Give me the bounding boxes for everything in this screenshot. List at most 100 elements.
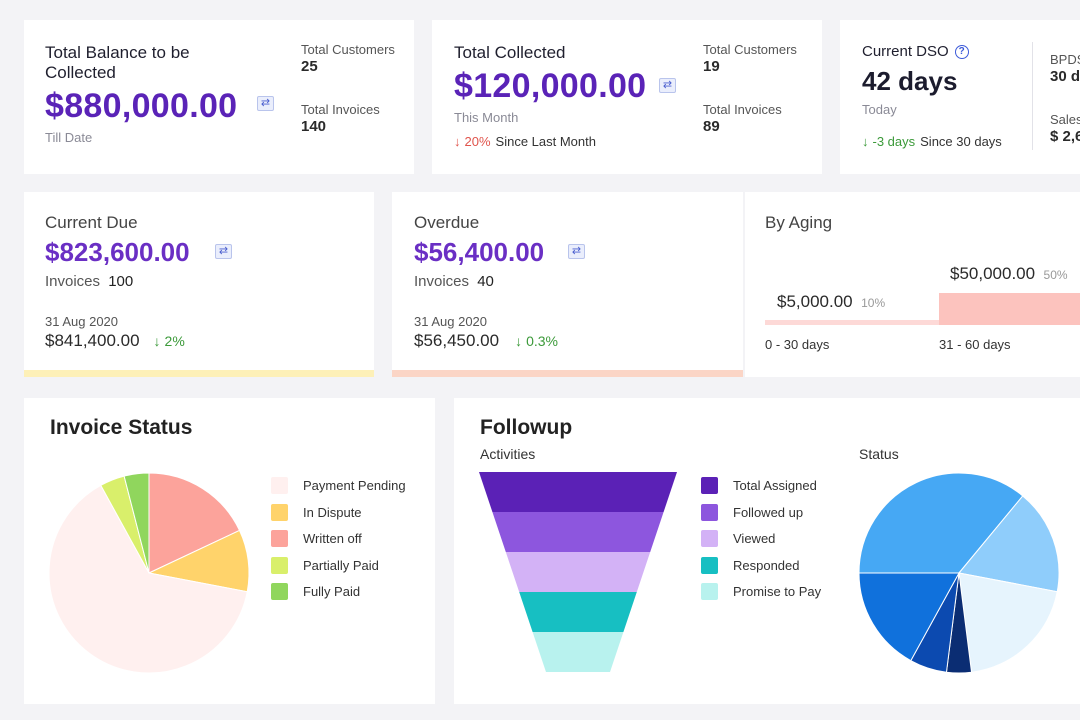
legend-label: Responded [733,557,800,573]
invoice-legend-item[interactable]: Written off [271,530,362,547]
aging-bar-0-30[interactable] [765,320,939,325]
dso-title-row: Current DSO ? [862,42,969,62]
overdue-invoices-row: Invoices 40 [414,273,494,290]
swap-arrows-icon[interactable]: ⇄ [568,244,585,259]
dso-card: Current DSO ? 42 days Today ↓ -3 days Si… [840,20,1080,174]
collected-change: 20% [464,134,491,149]
overdue-prev-row: $56,450.00 ↓ 0.3% [414,331,558,351]
activities-legend-item[interactable]: Viewed [701,530,775,547]
status-slice-5[interactable] [858,572,960,662]
funnel-segment-1[interactable] [492,512,664,552]
dso-change-suffix: Since 30 days [920,134,1002,149]
arrow-down-icon: ↓ [153,333,161,349]
collected-title: Total Collected [454,43,566,62]
funnel-segment-3[interactable] [519,592,637,632]
legend-swatch [271,583,288,600]
invoice-status-slice-2[interactable] [48,484,248,674]
current-due-invoices-label: Invoices [45,273,101,290]
balance-customers-value: 25 [301,58,318,75]
funnel-segment-4[interactable] [532,632,624,672]
legend-label: Written off [303,531,362,546]
balance-invoices-value: 140 [301,118,327,135]
overdue-title: Overdue [414,213,480,232]
dso-title: Current DSO [862,43,949,60]
invoice-status-slice-0[interactable] [148,472,241,574]
help-icon[interactable]: ? [954,45,969,59]
bpds-value: 30 d [1050,68,1080,85]
aging-bucket-1-label: 31 - 60 days [939,337,1011,352]
overdue-invoices-value: 40 [477,273,494,290]
collected-customers-label: Total Customers [703,42,797,57]
legend-label: Payment Pending [303,478,406,493]
invoice-status-card: Invoice Status Payment Pending In Dispute… [24,398,435,704]
aging-bucket-1-amount: $50,000.00 [950,264,1036,283]
swap-arrows-icon[interactable]: ⇄ [215,244,232,259]
collected-card: Total Collected $120,000.00 ⇄ This Month… [432,20,822,174]
bpds-label: BPDS [1050,52,1080,67]
status-slice-2[interactable] [958,572,1058,673]
activities-legend-item[interactable]: Followed up [701,503,804,521]
balance-title-line2: Collected [45,63,116,82]
aging-bar-31-60[interactable] [939,293,1080,325]
collected-customers-value: 19 [703,58,720,75]
arrow-down-icon: ↓ [454,134,461,149]
legend-label: Partially Paid [303,557,379,573]
legend-label: Fully Paid [303,584,361,599]
invoice-legend-item[interactable]: Fully Paid [271,583,360,600]
dso-period: Today [862,102,897,117]
legend-label: Promise to Pay [733,584,822,599]
activities-legend-item[interactable]: Promise to Pay [701,583,821,600]
funnel-segment-0[interactable] [479,472,677,512]
collected-change-suffix: Since Last Month [495,134,596,149]
current-due-prev-amount: $841,400.00 [45,331,140,350]
balance-customers-label: Total Customers [301,42,395,57]
current-due-amount: $823,600.00 [45,237,190,267]
activities-legend-item[interactable]: Responded [701,556,800,574]
balance-period: Till Date [45,130,93,145]
balance-card: Total Balance to be Collected $880,000.0… [24,20,414,174]
overdue-change: 0.3% [526,333,559,349]
current-due-change: 2% [164,333,185,349]
legend-swatch [271,556,288,574]
status-slice-1[interactable] [958,495,1060,593]
aging-bucket-1-amount-row: $50,000.00 50% [950,264,1068,284]
current-due-invoices-row: Invoices 100 [45,273,133,290]
legend-swatch [271,503,288,521]
dso-value: 42 days [862,66,958,96]
invoice-legend-item[interactable]: Payment Pending [271,477,406,494]
aging-bucket-1-pct: 50% [1043,268,1068,282]
current-due-invoices-value: 100 [108,273,134,290]
balance-invoices-label: Total Invoices [301,102,380,117]
swap-arrows-icon[interactable]: ⇄ [659,78,676,93]
collected-period: This Month [454,110,519,125]
followup-card: Followup Activities Status Total Assigne… [454,398,1080,704]
legend-label: Total Assigned [733,478,817,493]
invoice-legend-item[interactable]: Partially Paid [271,556,379,574]
invoice-legend-item[interactable]: In Dispute [271,503,362,521]
dso-divider [1032,42,1033,150]
overdue-amount: $56,400.00 [414,237,545,267]
arrow-down-icon: ↓ [515,333,523,349]
invoice-status-pie [48,472,250,674]
legend-label: Followed up [733,504,804,520]
collected-change-row: ↓ 20% Since Last Month [454,134,596,149]
overdue-prev-amount: $56,450.00 [414,331,500,350]
legend-swatch [701,530,718,547]
aging-card: By Aging $5,000.00 10% $50,000.00 50% 0 … [745,192,1080,377]
swap-arrows-icon[interactable]: ⇄ [257,96,274,111]
invoice-status-title: Invoice Status [50,416,193,439]
legend-label: Viewed [733,531,776,546]
invoice-status-slice-4[interactable] [123,472,150,574]
status-slice-0[interactable] [858,472,1024,574]
collected-invoices-value: 89 [703,118,720,135]
legend-swatch [701,556,718,574]
legend-swatch [701,477,718,494]
collected-amount: $120,000.00 [454,67,647,105]
funnel-segment-2[interactable] [505,552,651,592]
balance-title-line1: Total Balance to be [45,43,190,62]
legend-swatch [271,530,288,547]
aging-bucket-0-label: 0 - 30 days [765,337,830,352]
activities-legend-item[interactable]: Total Assigned [701,477,817,494]
current-due-prev-row: $841,400.00 ↓ 2% [45,331,185,351]
status-label: Status [859,446,899,462]
